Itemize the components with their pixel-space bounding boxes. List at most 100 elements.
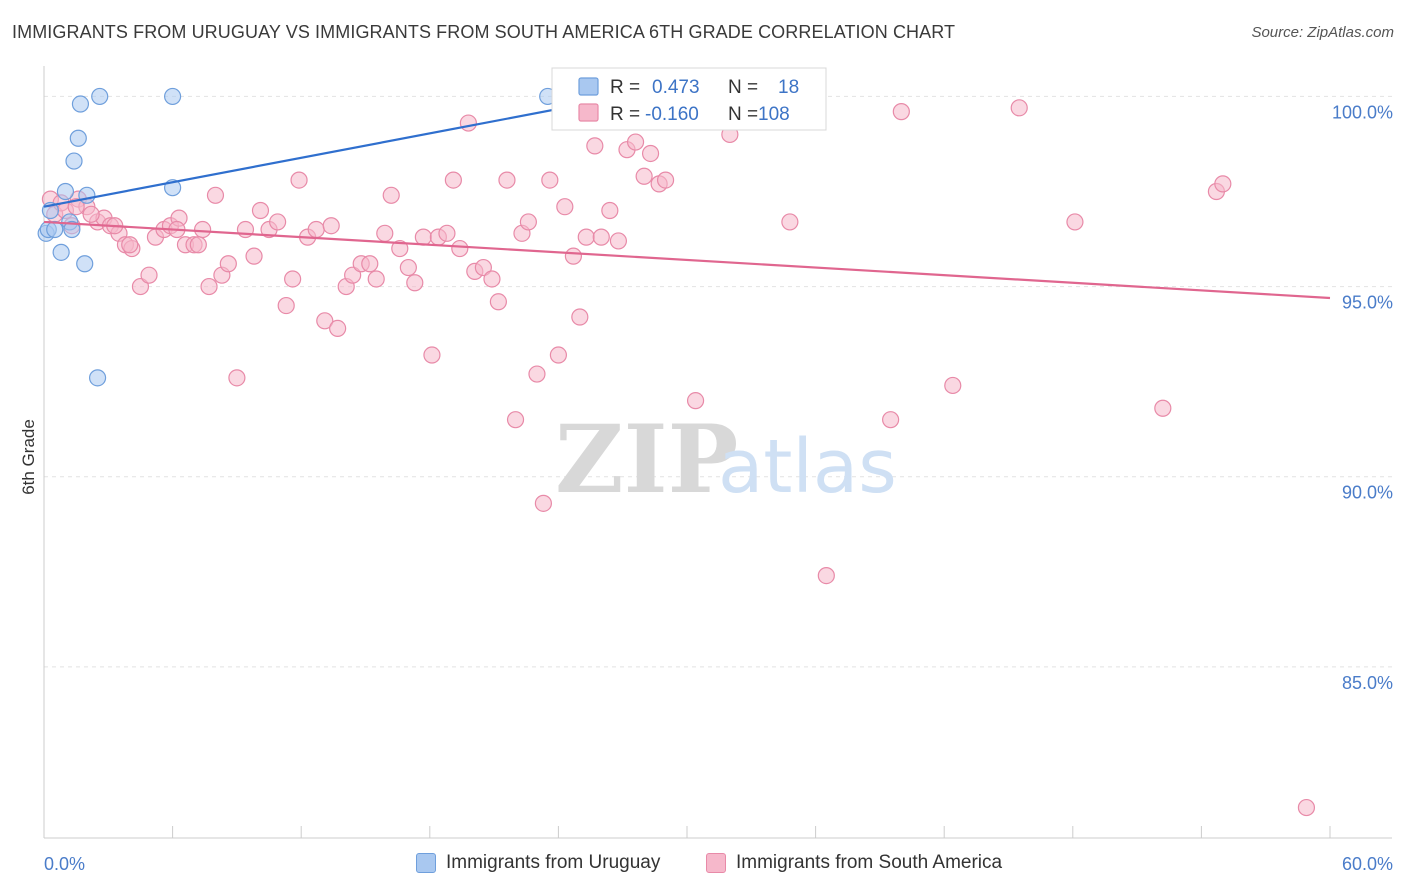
south-america-point <box>399 258 417 277</box>
legend-label-uruguay: Immigrants from Uruguay <box>446 852 661 873</box>
south-america-point <box>892 103 910 121</box>
south-america-point <box>498 171 516 189</box>
x-tick-label-min: 0.0% <box>44 854 85 874</box>
uruguay-point <box>71 95 90 113</box>
south-america-point <box>344 266 362 284</box>
south-america-point <box>656 171 675 189</box>
south-america-point <box>882 411 900 429</box>
south-america-point <box>474 258 492 277</box>
uruguay-point <box>78 186 96 204</box>
legend-label-south-america: Immigrants from South America <box>736 852 1003 873</box>
uruguay-point <box>63 220 81 239</box>
south-america-point <box>269 213 287 231</box>
south-america-point <box>528 365 546 383</box>
watermark-zip: ZIP <box>555 405 738 515</box>
south-america-point <box>549 346 568 364</box>
south-america-point <box>459 114 477 132</box>
legend-r-value-1: 0.473 <box>652 77 700 98</box>
y-tick-label: 95.0% <box>1342 293 1393 313</box>
legend-item-south-america: Immigrants from South America <box>706 852 1002 874</box>
south-america-point <box>361 255 379 273</box>
legend-n-value-1: 18 <box>778 77 799 98</box>
trend-lines <box>43 91 1331 300</box>
legend-n-value-2: 108 <box>758 104 790 125</box>
south-america-point <box>189 236 207 254</box>
south-america-point <box>444 171 462 189</box>
legend-swatch-south-america <box>578 103 599 122</box>
south-america-point <box>641 144 660 163</box>
chart-title: IMMIGRANTS FROM URUGUAY VS IMMIGRANTS FR… <box>12 22 956 42</box>
uruguay-point <box>91 87 109 106</box>
south-america-point <box>245 247 263 265</box>
south-america-point <box>534 494 552 512</box>
uruguay-point <box>56 182 75 201</box>
south-america-point <box>489 293 507 311</box>
uruguay-trend-line <box>43 91 645 208</box>
south-america-point <box>451 239 469 258</box>
south-america-point <box>686 392 705 410</box>
south-america-point <box>200 277 218 296</box>
south-america-point <box>121 236 139 254</box>
south-america-point <box>219 255 237 273</box>
south-america-point <box>506 411 525 429</box>
south-america-point <box>483 270 501 288</box>
south-america-point <box>577 228 595 246</box>
south-america-point <box>414 228 432 246</box>
uruguay-point <box>164 87 182 106</box>
south-america-point <box>541 171 559 189</box>
south-america-point <box>194 220 212 239</box>
south-america-point <box>519 213 537 231</box>
y-axis-label: 6th Grade <box>19 419 38 495</box>
south-america-point <box>564 247 583 265</box>
south-america-point <box>817 566 835 585</box>
south-america-point <box>131 277 150 296</box>
south-america-point <box>423 346 441 364</box>
south-america-point <box>571 308 589 326</box>
south-america-point <box>206 186 225 204</box>
south-america-point <box>609 232 628 250</box>
south-america-point <box>944 376 962 395</box>
south-america-point <box>67 198 85 216</box>
axes <box>43 66 1392 839</box>
south-america-point <box>322 217 340 235</box>
south-america-point <box>626 133 645 151</box>
x-tick-labels: 0.0% 60.0% <box>44 854 1393 874</box>
gridlines <box>44 95 1392 668</box>
south-america-point <box>438 224 456 242</box>
south-america-point <box>1066 213 1084 231</box>
uruguay-point <box>88 369 107 387</box>
south-america-point <box>1214 175 1232 193</box>
legend-n-label-1: N = <box>728 77 758 98</box>
legend-r-label-1: R = <box>610 77 640 98</box>
legend-item-uruguay: Immigrants from Uruguay <box>416 852 660 874</box>
south-america-point <box>1010 99 1028 117</box>
watermark-atlas: atlas <box>718 424 897 510</box>
south-america-point <box>277 296 295 315</box>
south-america-point <box>1297 798 1316 817</box>
south-america-point <box>228 369 246 387</box>
south-america-point <box>82 205 100 223</box>
south-america-trend-line <box>43 220 1331 300</box>
south-america-point <box>1154 399 1172 417</box>
south-america-point <box>382 186 400 204</box>
south-america-point <box>592 228 610 246</box>
south-america-point <box>406 274 424 292</box>
south-america-point <box>140 266 158 284</box>
uruguay-point <box>69 129 87 147</box>
south-america-point <box>251 201 270 220</box>
y-tick-label: 90.0% <box>1342 483 1393 503</box>
y-tick-labels: 100.0% 95.0% 90.0% 85.0% <box>1332 102 1393 692</box>
south-america-point <box>781 213 799 231</box>
chart-source: Source: ZipAtlas.com <box>1251 24 1394 41</box>
south-america-point <box>307 220 325 239</box>
south-america-point <box>556 198 574 216</box>
south-america-point <box>391 239 409 258</box>
south-america-point <box>376 224 394 242</box>
legend-swatch-uruguay <box>578 77 599 96</box>
south-america-point <box>635 167 653 185</box>
uruguay-point <box>52 243 70 261</box>
y-tick-label: 85.0% <box>1342 673 1393 693</box>
south-america-point <box>290 171 308 189</box>
uruguay-point <box>76 255 94 273</box>
